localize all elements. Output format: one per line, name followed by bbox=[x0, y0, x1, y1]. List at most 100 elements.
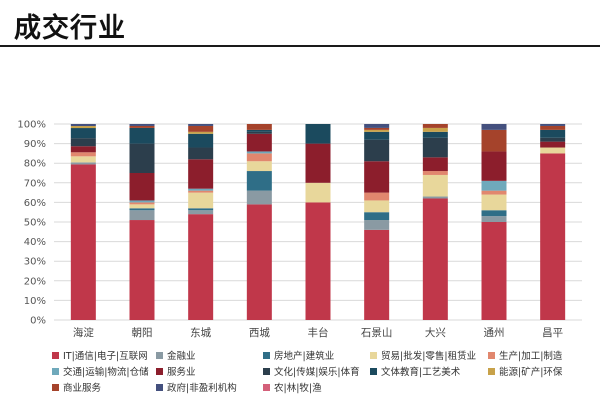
bar-segment bbox=[129, 202, 155, 205]
x-tick-label: 西城 bbox=[249, 327, 270, 339]
bar-segment bbox=[246, 171, 272, 191]
bar-segment bbox=[70, 126, 96, 129]
bar-segment bbox=[246, 129, 272, 132]
bar-segment bbox=[481, 124, 507, 130]
legend-item: 贸易|批发|零售|租赁业 bbox=[370, 348, 476, 362]
legend-swatch bbox=[52, 367, 59, 375]
bar-segment bbox=[129, 200, 155, 203]
bar-segment bbox=[481, 129, 507, 152]
legend-item: 能源|矿产|环保 bbox=[488, 364, 562, 378]
bar-segment bbox=[540, 129, 566, 138]
x-tick-label: 海淀 bbox=[73, 326, 94, 339]
legend-item: 金融业 bbox=[156, 348, 196, 362]
bar-segment bbox=[70, 156, 96, 163]
y-tick-label: 90% bbox=[24, 139, 46, 150]
page-title: 成交行业 bbox=[14, 13, 126, 44]
legend-swatch bbox=[488, 351, 495, 359]
bar-segment bbox=[540, 125, 566, 130]
bar-segment bbox=[364, 131, 390, 140]
legend-item: 文体教育|工艺美术 bbox=[370, 364, 460, 378]
legend-item: IT|通信|电子|互联网 bbox=[52, 348, 148, 362]
y-tick-label: 40% bbox=[24, 237, 46, 248]
bar-segment bbox=[246, 190, 272, 205]
y-tick-label: 70% bbox=[24, 178, 46, 189]
bar-segment bbox=[422, 171, 448, 175]
legend-item: 农|林|牧|渔 bbox=[263, 380, 322, 394]
bar-segment bbox=[481, 180, 507, 191]
legend-label: 商业服务 bbox=[63, 383, 102, 394]
bar-segment bbox=[246, 153, 272, 162]
bar-segment bbox=[129, 124, 155, 126]
bar-segment bbox=[364, 212, 390, 221]
bar-segment bbox=[246, 161, 272, 172]
bar-segment bbox=[481, 222, 507, 320]
bar-segment bbox=[246, 151, 272, 154]
title-divider bbox=[0, 45, 600, 47]
bar-segment bbox=[364, 127, 390, 130]
bar-segment bbox=[540, 124, 566, 126]
bar-segment bbox=[364, 200, 390, 213]
legend-label: 房地产|建筑业 bbox=[274, 351, 335, 362]
legend-swatch bbox=[52, 383, 59, 391]
bar-segment bbox=[305, 182, 331, 203]
bar-segment bbox=[129, 220, 155, 320]
legend-item: 文化|传媒|娱乐|体育 bbox=[263, 364, 360, 378]
bar-segment bbox=[188, 131, 214, 134]
bar-segment bbox=[70, 152, 96, 157]
bar-segment bbox=[422, 131, 448, 138]
bar-segment bbox=[422, 124, 448, 128]
bar-segment bbox=[364, 192, 390, 201]
bar-segment bbox=[188, 147, 214, 160]
bar-segment bbox=[364, 139, 390, 162]
bar-segment bbox=[246, 131, 272, 134]
bar-segment bbox=[188, 125, 214, 132]
bar-segment bbox=[70, 124, 96, 127]
legend-swatch bbox=[156, 367, 163, 375]
bar-segment bbox=[188, 133, 214, 148]
bar-segment bbox=[540, 147, 566, 154]
y-tick-label: 50% bbox=[24, 218, 46, 229]
bar-segment bbox=[481, 216, 507, 222]
x-tick-label: 东城 bbox=[190, 326, 211, 339]
y-tick-label: 30% bbox=[24, 257, 46, 268]
bar-segment bbox=[540, 153, 566, 320]
legend-swatch bbox=[263, 351, 270, 359]
legend-label: 文化|传媒|娱乐|体育 bbox=[274, 367, 360, 378]
legend-item: 房地产|建筑业 bbox=[263, 348, 334, 362]
bar-segment bbox=[540, 137, 566, 142]
bar-segment bbox=[364, 161, 390, 193]
bar-segment bbox=[70, 138, 96, 147]
legend-item: 政府|非盈利机构 bbox=[156, 380, 237, 394]
bar-segment bbox=[305, 202, 331, 320]
bar-segment bbox=[188, 208, 214, 211]
bar-segment bbox=[422, 196, 448, 199]
bar-segment bbox=[129, 143, 155, 173]
y-tick-label: 20% bbox=[24, 276, 46, 287]
bar-segment bbox=[305, 124, 331, 144]
legend-swatch bbox=[488, 367, 495, 375]
bar-segment bbox=[364, 129, 390, 132]
legend-swatch bbox=[156, 351, 163, 359]
legend-swatch bbox=[370, 351, 377, 359]
bar-segment bbox=[70, 162, 96, 165]
stacked-bar-chart: 0% 10% 20% 30% 40% 50% 60% 70% 80% 90% 100% 海淀 朝阳 东城 西… bbox=[17, 120, 582, 339]
bar-segment bbox=[364, 124, 390, 128]
legend-item: 商业服务 bbox=[52, 380, 101, 394]
y-tick-label: 100% bbox=[17, 120, 46, 131]
bar-segment bbox=[246, 124, 272, 130]
y-tick-label: 10% bbox=[24, 296, 46, 307]
y-tick-label: 0% bbox=[30, 316, 46, 327]
bar-segment bbox=[188, 214, 214, 320]
x-tick-label: 昌平 bbox=[542, 327, 563, 339]
bar-segment bbox=[422, 174, 448, 197]
bar-segment bbox=[422, 137, 448, 158]
x-tick-label: 丰台 bbox=[308, 326, 329, 339]
legend-label: IT|通信|电子|互联网 bbox=[63, 351, 148, 362]
legend-label: 政府|非盈利机构 bbox=[167, 383, 237, 394]
legend-label: 服务业 bbox=[167, 367, 196, 378]
legend-label: 交通|运输|物流|仓储 bbox=[63, 367, 149, 378]
bar-segment bbox=[422, 198, 448, 320]
bar-segment bbox=[129, 127, 155, 144]
legend-swatch bbox=[263, 383, 270, 391]
bar-segment bbox=[422, 127, 448, 132]
